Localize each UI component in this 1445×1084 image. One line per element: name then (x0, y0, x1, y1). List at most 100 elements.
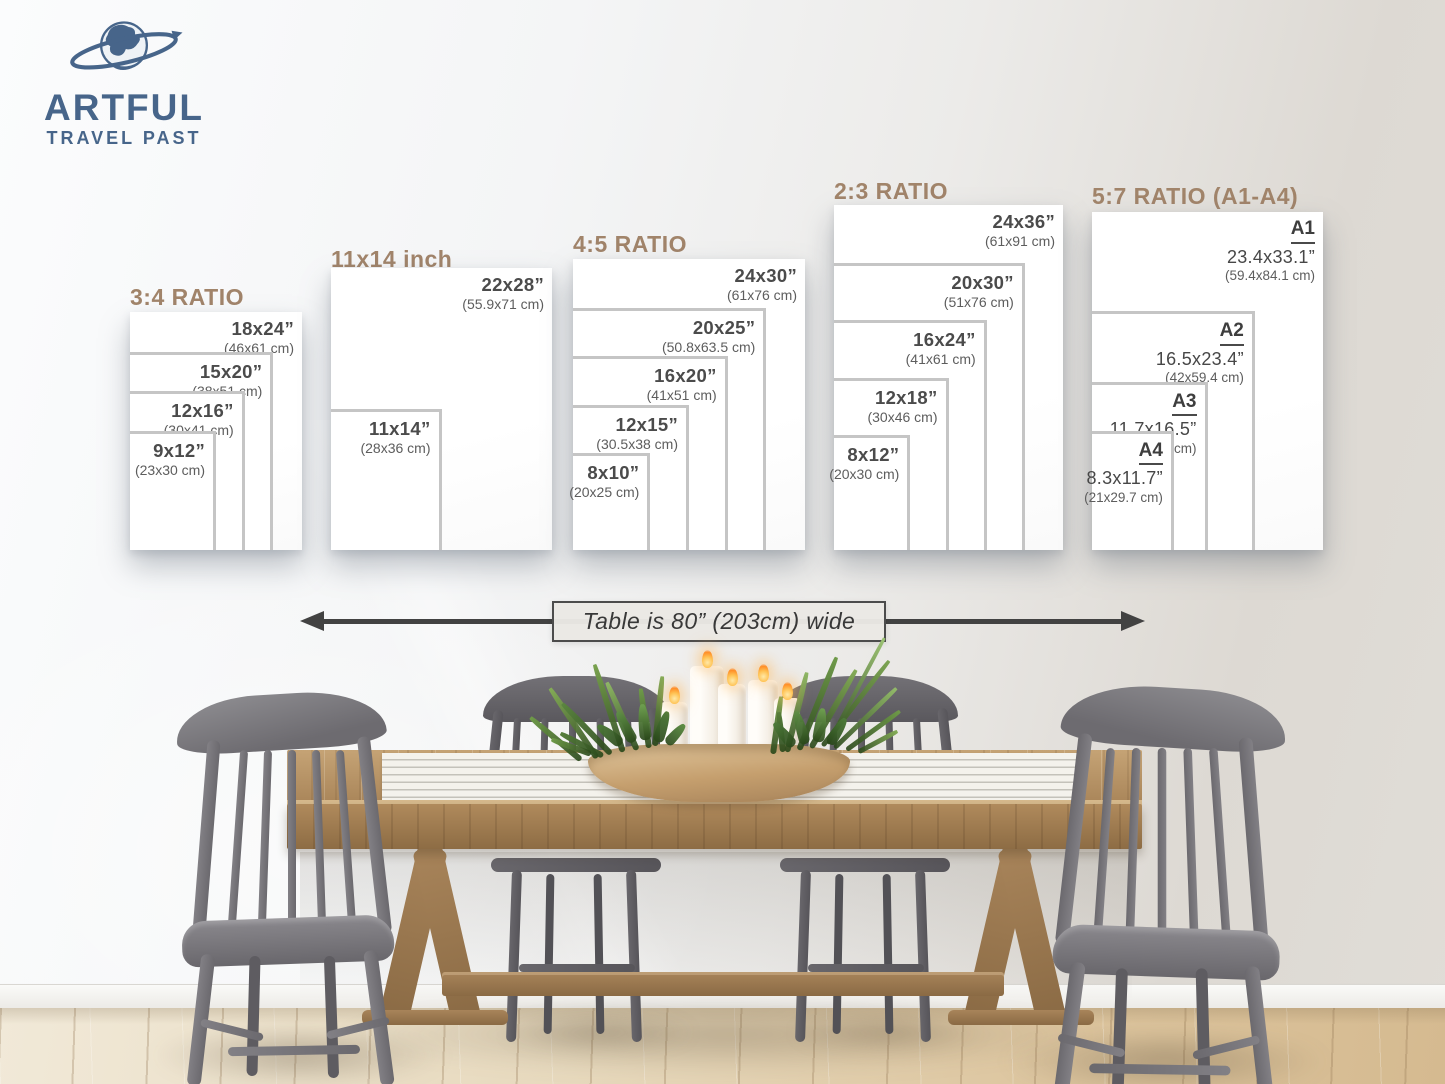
candle-flame (669, 686, 680, 704)
chair-spindle (1093, 747, 1116, 937)
chair-post (1054, 732, 1093, 945)
size-label-cm: (51x76 cm) (943, 293, 1014, 310)
size-label-inches: 20x30” (951, 271, 1014, 293)
chair-leg (186, 953, 216, 1084)
size-label-inches: 15x20” (199, 360, 263, 382)
size-rect: 8x12” (20x30 cm) (829, 435, 911, 550)
size-label: 22x28” (55.9x71 cm) (462, 273, 544, 314)
size-label-cm: (20x25 cm) (569, 484, 640, 501)
size-label-cm: (41x51 cm) (646, 387, 717, 404)
panel-title: 2:3 RATIO (834, 178, 948, 204)
size-label: A4 8.3x11.7” (21x29.7 cm) (1084, 439, 1163, 507)
size-label: A2 16.5x23.4” (42x59.4 cm) (1156, 319, 1244, 387)
chair-leg (1243, 965, 1275, 1084)
size-rect: 9x12” (23x30 cm) (130, 431, 216, 550)
arrowhead-left-icon (300, 611, 324, 631)
size-label-inches: 8.3x11.7” (1086, 468, 1163, 489)
brand-name: ARTFUL (44, 87, 204, 128)
size-name: A3 (1172, 390, 1197, 417)
chair-leg (246, 955, 261, 1077)
chair-spindle (288, 750, 296, 926)
chair-leg (832, 873, 844, 1035)
arrowhead-right-icon (1121, 611, 1145, 631)
chair-leg (882, 873, 894, 1035)
side-chair (142, 687, 442, 1084)
size-label-inches: 24x36” (992, 211, 1055, 232)
table-stretcher-beam (442, 972, 1004, 996)
chair-leg (795, 869, 811, 1043)
size-label-inches: 8x12” (847, 444, 900, 465)
table-width-label: Table is 80” (203cm) wide (552, 601, 886, 642)
chair-spindle (311, 749, 326, 927)
chair-stretcher (1089, 1063, 1231, 1076)
chair-headrest (1059, 681, 1288, 755)
size-label-cm: (30.5x38 cm) (596, 435, 678, 452)
table-edge-highlight (287, 800, 1142, 805)
size-label-cm: (61x91 cm) (984, 233, 1055, 250)
chair-spindle (1209, 747, 1231, 937)
chair-post (192, 739, 221, 935)
size-label-inches: 16x20” (654, 365, 717, 386)
panel-title: 5:7 RATIO (A1-A4) (1092, 183, 1299, 209)
chair-leg (1051, 961, 1086, 1084)
size-label-cm: (21x29.7 cm) (1084, 489, 1163, 505)
chair-spindle (1158, 747, 1167, 937)
size-label-inches: 12x15” (615, 413, 678, 435)
chair-leg (626, 869, 642, 1043)
size-label-cm: (50.8x63.5 cm) (661, 338, 756, 355)
size-label: 11x14” (28x36 cm) (360, 417, 430, 458)
size-label: 12x15” (30.5x38 cm) (596, 413, 678, 454)
panel-title: 3:4 RATIO (130, 284, 244, 310)
size-label-cm: (55.9x71 cm) (462, 296, 544, 313)
size-label: 12x18” (30x46 cm) (867, 386, 937, 427)
size-label-inches: 12x16” (171, 400, 234, 422)
size-label: 16x24” (41x61 cm) (906, 328, 976, 369)
size-rect: 8x10” (20x25 cm) (569, 453, 651, 550)
panel-title: 4:5 RATIO (573, 231, 687, 257)
poster: 18x24”(46x61 cm)15x20”(38x51 cm)12x16”(3… (130, 312, 302, 550)
trestle-foot (362, 1010, 508, 1025)
size-name: A1 (1290, 217, 1315, 244)
poster: 24x36” (61x91 cm) 20x30” (51x76 cm) 16x24” (4… (829, 205, 1063, 550)
size-label-cm: (61x76 cm) (726, 287, 797, 304)
table-apron (287, 804, 1142, 849)
chair-leg (323, 955, 340, 1079)
size-label-inches: 22x28” (481, 274, 544, 295)
chair-stretcher (808, 964, 924, 972)
size-label-cm: (28x36 cm) (360, 440, 431, 457)
size-label-cm: (59.4x84.1 cm) (1224, 268, 1315, 284)
poster: A1 23.4x33.1” (59.4x84.1 cm) A2 16.5x23.4” (4… (1084, 212, 1323, 550)
size-label-inches: 23.4x33.1” (1226, 246, 1315, 267)
candle-flame (782, 682, 793, 700)
globe-orbit-icon (70, 21, 183, 71)
size-label: 20x30” (51x76 cm) (944, 271, 1014, 312)
size-label: A1 23.4x33.1” (59.4x84.1 cm) (1225, 217, 1315, 285)
poster: 24x30” (61x76 cm) 20x25” (50.8x63.5 cm) 16x2… (569, 259, 805, 550)
chair-leg (363, 949, 395, 1084)
size-rect: 11x14” (28x36 cm) (331, 409, 442, 550)
size-label-inches: 16.5x23.4” (1155, 348, 1244, 369)
size-label: 8x10” (20x25 cm) (569, 461, 639, 502)
poster: 22x28” (55.9x71 cm) 11x14” (28x36 cm) (331, 268, 552, 550)
size-label-inches: 9x12” (153, 440, 205, 461)
size-label: 9x12” (23x30 cm) (135, 439, 205, 480)
size-label: 16x20” (41x51 cm) (647, 364, 717, 405)
candle-flame (727, 668, 738, 686)
size-label-cm: (30x46 cm) (867, 408, 938, 425)
size-label: 8x12” (20x30 cm) (829, 443, 899, 484)
size-label: 24x30” (61x76 cm) (727, 264, 797, 305)
size-label-inches: 18x24” (231, 318, 294, 339)
chair-stretcher (227, 1044, 361, 1057)
wood-bowl (588, 744, 850, 802)
brand-tagline: TRAVEL PAST (46, 127, 202, 148)
chair-spindle (257, 749, 272, 927)
size-label-cm: (20x30 cm) (829, 466, 900, 483)
size-name: A2 (1219, 319, 1244, 346)
size-label-inches: 20x25” (692, 316, 756, 338)
chair-post (356, 735, 393, 935)
chair-leg (543, 873, 555, 1035)
size-name: A4 (1138, 439, 1163, 466)
chair-stretcher (519, 964, 635, 972)
candle-flame (702, 650, 713, 668)
